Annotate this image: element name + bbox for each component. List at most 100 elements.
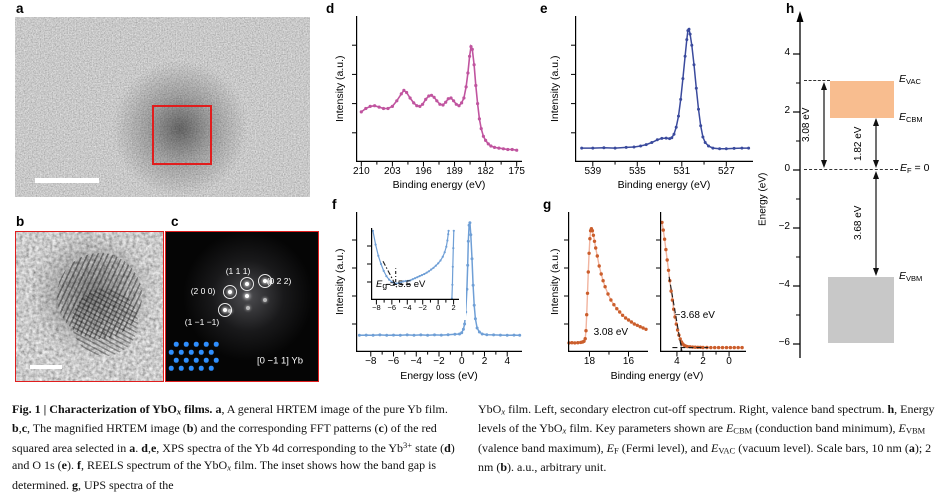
text-segment: VAC bbox=[906, 77, 921, 86]
text-segment: Fig. 1 | Characterization of YbO bbox=[12, 402, 177, 416]
axis-tick-label: −4 bbox=[410, 356, 422, 367]
text-segment: c bbox=[21, 421, 28, 436]
chart-canvas bbox=[564, 212, 648, 357]
inset-x-axis-ticks: −8 −6 −4 −2 0 2 bbox=[371, 303, 459, 313]
text-segment: a bbox=[908, 440, 915, 455]
text-segment: x bbox=[227, 462, 231, 473]
y-axis-label: Intensity (a.u.) bbox=[334, 55, 346, 123]
ups-valence-plot: −3.68 eV bbox=[656, 212, 746, 357]
axis-tick-label: 4 bbox=[504, 356, 510, 367]
text-segment: c bbox=[378, 421, 384, 436]
axis-tick-label: 175 bbox=[508, 166, 525, 177]
fft-label-022: (0 2 2) bbox=[266, 276, 292, 286]
text-segment: film. Key parameters shown are bbox=[566, 421, 726, 436]
axis-tick-label: −8 bbox=[365, 356, 377, 367]
x-axis-ticks: 539 535 531 527 bbox=[575, 166, 753, 178]
text-segment: E bbox=[899, 270, 907, 282]
energy-tick-label: 2 bbox=[784, 105, 790, 116]
text-segment: E bbox=[898, 421, 906, 436]
x-axis-label: Energy loss (eV) bbox=[400, 370, 478, 382]
xps-yb4d-chart-panel: Intensity (a.u.) 210 203 196 189 182 175 Bind… bbox=[330, 0, 530, 196]
reels-chart-panel: Intensity (a.u.) −8 −6 −4 −2 0 2 Eg = 5.5 eV … bbox=[330, 196, 530, 396]
axis-tick-label: 2 bbox=[700, 356, 706, 367]
x-axis-ticks: 4 2 0 bbox=[660, 356, 746, 368]
panel-h-letter: h bbox=[786, 1, 795, 16]
text-segment: E bbox=[899, 111, 907, 123]
fft-ring-200 bbox=[223, 285, 237, 299]
text-segment: 3+ bbox=[403, 440, 413, 451]
band-gap-value-label: Eg = 5.5 eV bbox=[376, 279, 425, 291]
atomic-model-dot bbox=[188, 349, 194, 355]
fft-spot-mirror bbox=[246, 306, 250, 310]
text-segment: , UPS spectra of the bbox=[77, 477, 174, 492]
y-axis-label: Intensity (a.u.) bbox=[549, 55, 561, 123]
axis-tick-label: −6 bbox=[387, 356, 400, 367]
text-segment: b bbox=[186, 421, 194, 436]
atomic-model-dot bbox=[193, 357, 199, 363]
axis-tick-label: 4 bbox=[674, 356, 680, 367]
text-segment: (vacuum level). Scale bars, 10 nm ( bbox=[735, 440, 909, 455]
axis-tick-label: 535 bbox=[628, 166, 646, 177]
fft-label-200: (2 0 0) bbox=[190, 286, 216, 296]
text-segment: VBM bbox=[905, 425, 926, 436]
x-axis-ticks: 210 203 196 189 182 175 bbox=[352, 166, 525, 178]
gap-value-1-82: 1.82 eV bbox=[853, 126, 864, 162]
text-segment: , XPS spectra of the Yb 4d corresponding… bbox=[156, 441, 404, 456]
axis-tick-label: 210 bbox=[352, 166, 370, 177]
text-segment: e bbox=[150, 441, 157, 456]
text-segment: , REELS spectrum of the YbO bbox=[81, 458, 228, 473]
text-segment: CBM bbox=[733, 425, 753, 436]
lattice-fringes bbox=[71, 288, 138, 356]
text-segment: VAC bbox=[718, 445, 736, 456]
atomic-model-dot bbox=[208, 349, 214, 355]
axis-tick-label: 16 bbox=[622, 356, 635, 367]
text-segment: ); 2 nm ( bbox=[478, 440, 932, 475]
text-segment: = 5.5 eV bbox=[387, 279, 426, 290]
text-segment: state ( bbox=[412, 441, 445, 456]
text-segment: b bbox=[12, 421, 19, 436]
atomic-model-dot bbox=[178, 349, 184, 355]
atomic-model-dot bbox=[183, 357, 189, 363]
lattice-fringes bbox=[57, 252, 143, 340]
evbm-label: EVBM bbox=[899, 270, 922, 283]
energy-tick-label: 0 bbox=[784, 163, 790, 174]
axis-tick-label: 0 bbox=[436, 303, 441, 312]
text-segment: ). a.u., arbitrary unit. bbox=[507, 460, 607, 475]
text-segment: (valence band maximum), bbox=[478, 440, 607, 455]
text-segment: ) of the red squared area selected in bbox=[12, 421, 437, 456]
atomic-model-dot bbox=[188, 365, 194, 371]
text-segment: , The magnified HRTEM image ( bbox=[27, 421, 187, 436]
energy-level-diagram: Energy (eV) 4 2 0 −2 −4 −6 3.08 eV 1.82 eV 3.… bbox=[758, 4, 944, 396]
text-segment: ) and O 1s ( bbox=[12, 441, 455, 473]
text-segment: a bbox=[129, 441, 136, 456]
atomic-model-dot bbox=[203, 357, 209, 363]
ups-chart-panel: Intensity (a.u.) 3.08 eV 18 16 −3.68 eV 4… bbox=[540, 196, 755, 396]
zone-axis-label: [0 −1 1] Yb bbox=[256, 355, 304, 367]
panel-f-letter: f bbox=[332, 197, 337, 212]
fft-ring-111 bbox=[240, 277, 254, 291]
atomic-model-dot bbox=[198, 349, 204, 355]
axis-tick-label: 182 bbox=[477, 166, 494, 177]
text-segment: E bbox=[711, 440, 719, 455]
fermi-level-dashed-line bbox=[804, 169, 898, 170]
gap-value-3-68: 3.68 eV bbox=[853, 205, 864, 241]
panel-c-letter: c bbox=[171, 214, 179, 229]
axis-tick-label: 18 bbox=[583, 356, 596, 367]
figure-caption-left-column: Fig. 1 | Characterization of YbOx films.… bbox=[12, 401, 464, 494]
fft-center-spot bbox=[245, 294, 249, 298]
axis-tick-label: 2 bbox=[451, 303, 456, 312]
axis-tick-label: 203 bbox=[384, 166, 401, 177]
x-axis-ticks: 18 16 bbox=[568, 356, 648, 368]
atomic-model-dot bbox=[193, 341, 199, 347]
noise-texture bbox=[16, 232, 163, 381]
atomic-model-dots bbox=[166, 232, 318, 381]
axis-tick-label: 196 bbox=[415, 166, 432, 177]
energy-axis-and-arrows bbox=[793, 11, 879, 358]
fft-spot-mirror bbox=[263, 298, 267, 302]
text-segment: x bbox=[562, 425, 567, 436]
text-segment: , bbox=[147, 441, 151, 456]
text-segment: CBM bbox=[906, 115, 923, 124]
vacuum-level-dashed-line bbox=[804, 80, 830, 81]
fft-ring-022 bbox=[258, 274, 272, 288]
x-axis-label: Binding energy (eV) bbox=[610, 370, 704, 382]
